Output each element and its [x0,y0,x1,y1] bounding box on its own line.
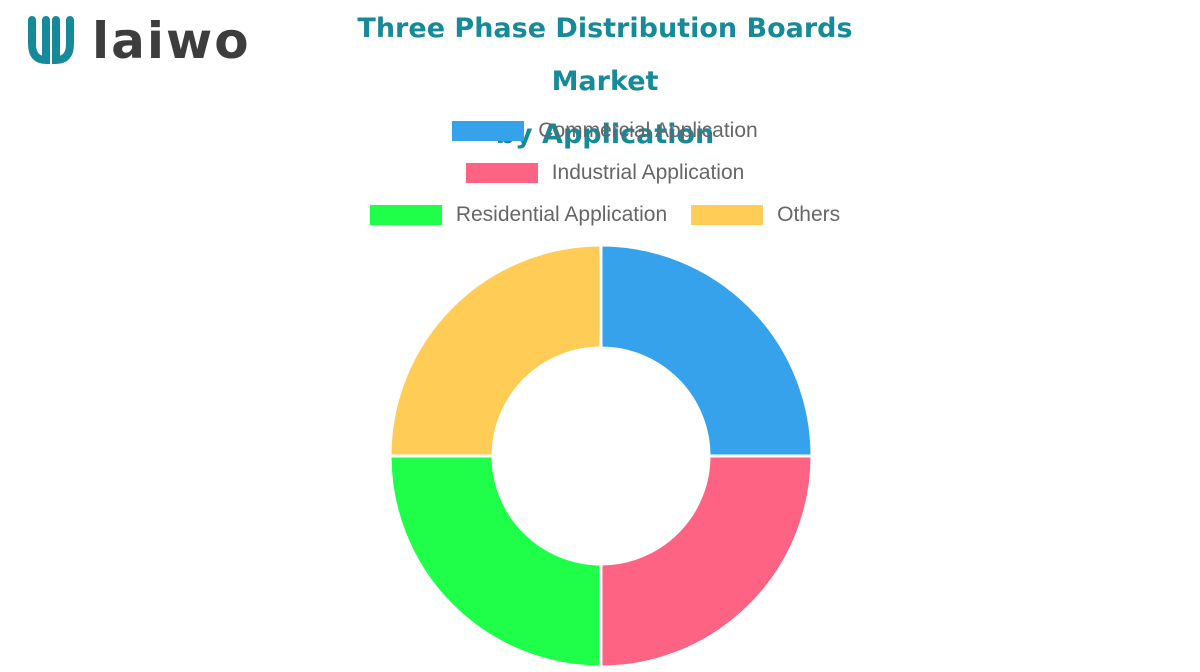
laiwo-logo-icon [28,16,74,65]
chart-title: Three Phase Distribution Boards Market b… [300,2,910,161]
legend-label: Residential Application [455,203,668,226]
legend-swatch [465,163,538,183]
legend-row: Commercial Application [300,110,910,152]
slice-industrial[interactable] [599,454,814,669]
legend-label: Others [777,203,841,226]
legend-row: Residential Application Others [300,194,910,236]
slice-others[interactable] [388,243,603,458]
brand-name: laiwo [92,12,251,70]
legend-label: Industrial Application [551,161,745,184]
legend-item-industrial[interactable]: Industrial Application [465,161,745,185]
slice-residential[interactable] [388,454,603,669]
legend-item-others[interactable]: Others [691,203,840,227]
legend-item-commercial[interactable]: Commercial Application [452,119,758,143]
legend-row: Industrial Application [300,152,910,194]
chart-title-line-1: Three Phase Distribution Boards Market [357,13,853,97]
legend-swatch [452,121,525,141]
legend-swatch [691,205,764,225]
legend-swatch [369,205,442,225]
legend-label: Commercial Application [538,119,758,142]
slice-commercial[interactable] [599,243,814,458]
chart-title-line-2: by Application [495,119,715,150]
chart-legend: Commercial Application Industrial Applic… [300,110,910,236]
legend-item-residential[interactable]: Residential Application [369,203,668,227]
brand-logo: laiwo [24,14,251,68]
